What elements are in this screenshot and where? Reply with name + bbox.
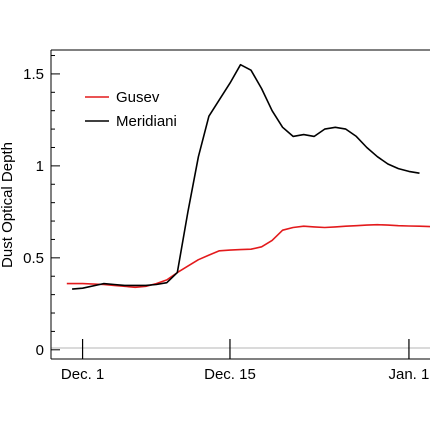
y-axis-minor-ticks <box>51 55 55 332</box>
legend-label-meridiani: Meridiani <box>116 113 177 130</box>
y-axis-title: Dust Optical Depth <box>0 142 16 268</box>
series-line-gusev <box>66 223 430 289</box>
legend: Gusev Meridiani <box>85 89 177 130</box>
x-axis-ticks: Dec. 1 Dec. 15 Jan. 1 <box>61 339 429 383</box>
y-tick-label: 0 <box>36 342 44 359</box>
x-tick-label: Jan. 1 <box>389 366 430 383</box>
y-axis-ticks: 0 0.5 1 1.5 <box>23 66 60 359</box>
y-tick-label: 1.5 <box>23 66 44 83</box>
y-tick-label: 1 <box>36 158 44 175</box>
x-tick-label: Dec. 1 <box>61 366 104 383</box>
series-line-meridiani <box>72 63 420 290</box>
series-lines <box>66 63 430 290</box>
y-tick-label: 0.5 <box>23 250 44 267</box>
legend-label-gusev: Gusev <box>116 89 160 106</box>
x-tick-label: Dec. 15 <box>204 366 256 383</box>
